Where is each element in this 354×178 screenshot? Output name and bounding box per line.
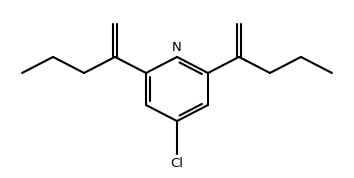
Text: Cl: Cl [171,157,183,170]
Text: N: N [172,41,182,54]
